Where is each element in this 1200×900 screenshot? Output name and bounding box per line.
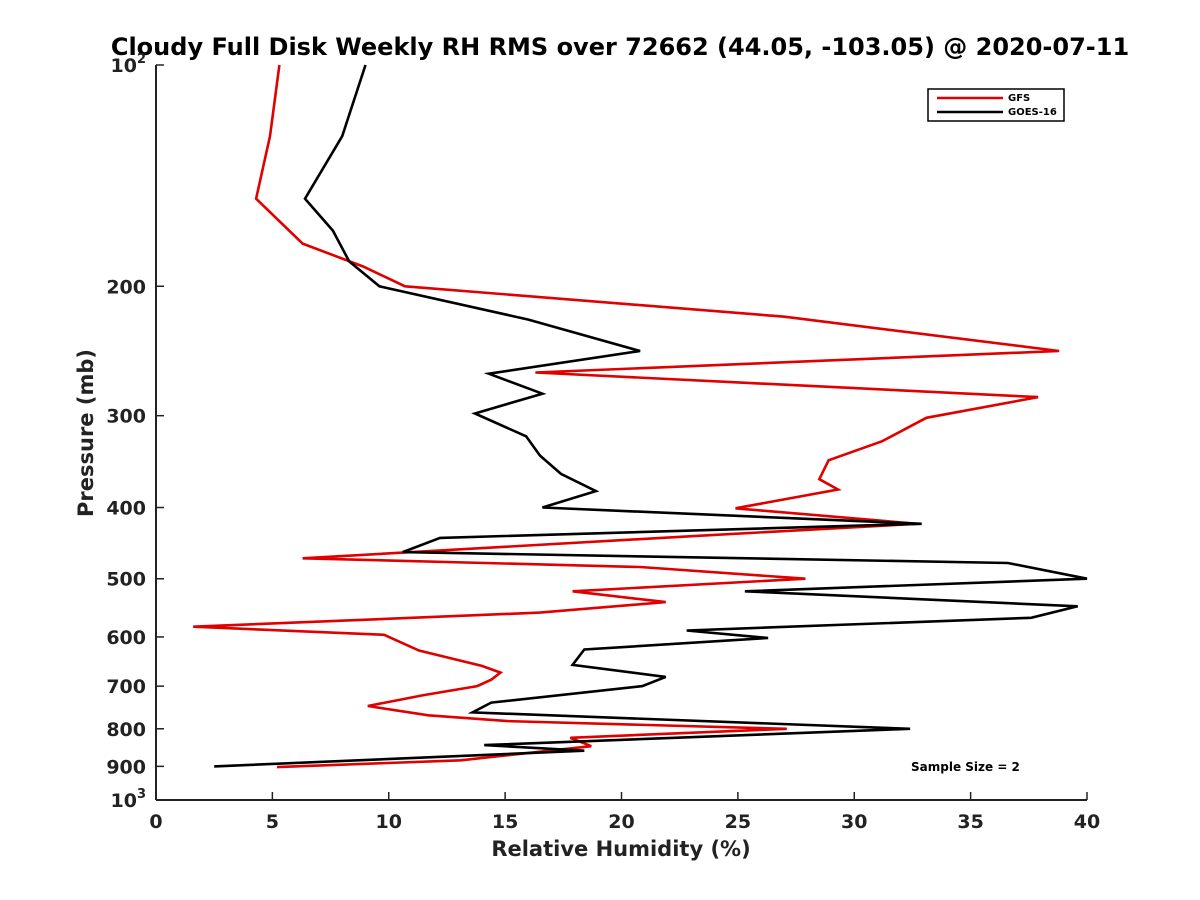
x-tick-label: 10 bbox=[376, 811, 402, 833]
series-line-gfs bbox=[193, 64, 1060, 769]
y-tick-label: 800 bbox=[106, 719, 146, 741]
y-tick-base: 700 bbox=[106, 676, 146, 698]
series-lines bbox=[193, 64, 1088, 769]
y-tick-base: 600 bbox=[106, 627, 146, 649]
y-tick-label: 300 bbox=[106, 406, 146, 428]
y-axis-label: Pressure (mb) bbox=[74, 349, 98, 517]
y-tick-base: 400 bbox=[106, 498, 146, 520]
y-tick-label: 700 bbox=[106, 676, 146, 698]
y-tick-exponent: 2 bbox=[137, 52, 146, 67]
chart-title: Cloudy Full Disk Weekly RH RMS over 7266… bbox=[111, 33, 1129, 61]
x-axis-ticks: 0 5 10 15 20 25 30 35 40 bbox=[149, 792, 1100, 833]
x-tick-label: 30 bbox=[841, 811, 867, 833]
y-tick-label: 103 bbox=[111, 787, 147, 812]
y-tick-base: 800 bbox=[106, 719, 146, 741]
legend-label-gfs: GFS bbox=[1008, 93, 1030, 104]
plot-area: 0 5 10 15 20 25 30 35 40 10220030040050060070080… bbox=[106, 52, 1100, 833]
y-tick-label: 102 bbox=[111, 52, 147, 77]
y-tick-label: 200 bbox=[106, 276, 146, 298]
x-tick-label: 20 bbox=[608, 811, 634, 833]
x-axis-label: Relative Humidity (%) bbox=[491, 837, 750, 861]
sample-size-annotation: Sample Size = 2 bbox=[911, 760, 1020, 774]
y-tick-base: 200 bbox=[106, 276, 146, 298]
y-tick-base: 500 bbox=[106, 569, 146, 591]
x-tick-label: 40 bbox=[1074, 811, 1100, 833]
legend: GFS GOES-16 bbox=[927, 88, 1065, 122]
y-tick-base: 10 bbox=[111, 790, 137, 812]
y-tick-exponent: 3 bbox=[137, 787, 146, 802]
y-tick-base: 300 bbox=[106, 406, 146, 428]
series-line-goes-16 bbox=[214, 64, 1088, 768]
x-tick-label: 35 bbox=[957, 811, 983, 833]
x-tick-label: 15 bbox=[492, 811, 518, 833]
legend-box bbox=[927, 88, 1065, 122]
y-tick-label: 400 bbox=[106, 498, 146, 520]
y-tick-label: 500 bbox=[106, 569, 146, 591]
legend-label-goes16: GOES-16 bbox=[1008, 107, 1057, 118]
y-tick-label: 900 bbox=[106, 756, 146, 778]
x-tick-label: 25 bbox=[725, 811, 751, 833]
x-tick-label: 0 bbox=[149, 811, 162, 833]
y-tick-base: 900 bbox=[106, 756, 146, 778]
y-tick-label: 600 bbox=[106, 627, 146, 649]
x-tick-label: 5 bbox=[266, 811, 279, 833]
y-tick-base: 10 bbox=[111, 55, 137, 77]
